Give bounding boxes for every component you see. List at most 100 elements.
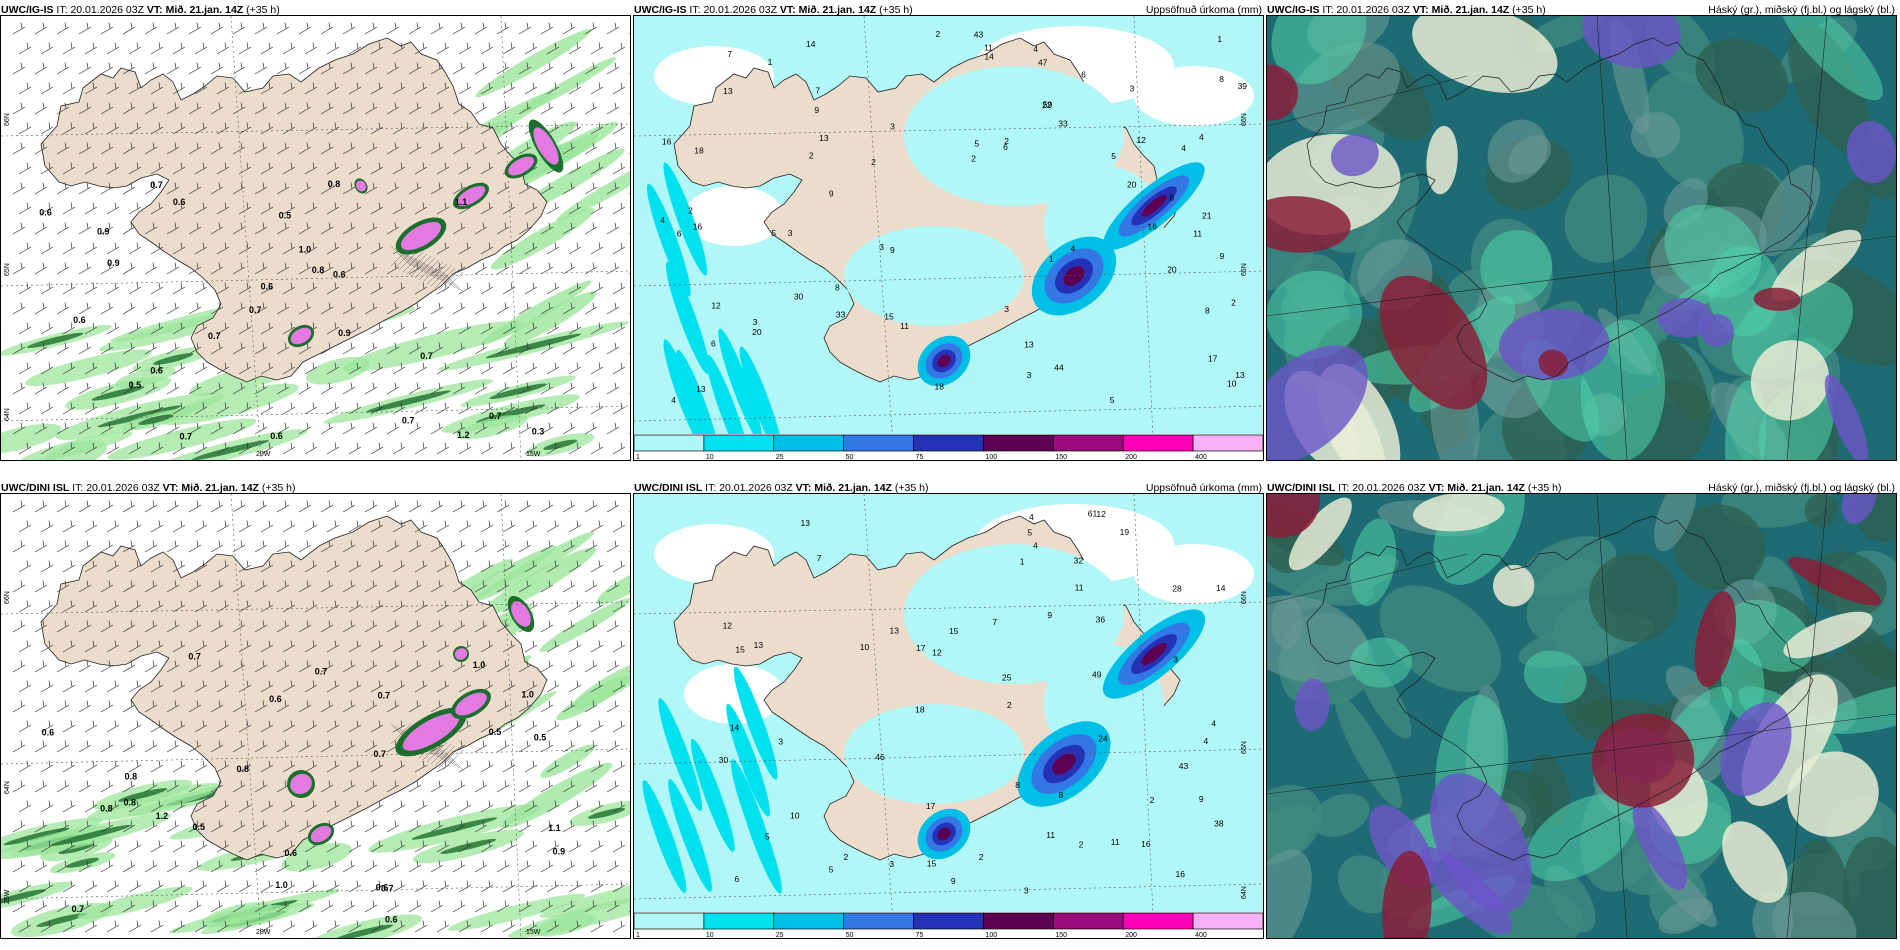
- it-label: IT:: [72, 482, 84, 494]
- wind-value-label: 0.5: [193, 822, 206, 832]
- precip-value-label: 24: [1098, 733, 1108, 743]
- colorbar-cell: [1052, 434, 1124, 452]
- precip-value-label: 6: [735, 874, 740, 884]
- map-dini-wind[interactable]: 0.7 0.5 0.6 0.8 0.8 1.2 0.7 0.7 0.8 0.5 0.9 1.0 0.6 1…: [0, 493, 631, 939]
- lead-time: (+35 h): [879, 4, 913, 16]
- panel-title: UWC/DINI ISL IT: 20.01.2026 03Z VT: Mið.…: [1266, 478, 1897, 500]
- precip-value-label: 25: [1002, 672, 1012, 682]
- precip-value-label: 15: [927, 858, 937, 868]
- wind-value-label: 1.0: [299, 245, 312, 255]
- precip-value-label: 18: [915, 705, 925, 715]
- wind-value-label: 1.1: [455, 197, 468, 207]
- precip-value-label: 1: [768, 57, 773, 67]
- precip-value-label: 2: [979, 852, 984, 862]
- precip-value-label: 3: [1024, 886, 1029, 896]
- precip-value-label: 4: [1181, 143, 1186, 153]
- vt-label: VT:: [162, 482, 179, 494]
- panel-ig-wind: UWC/IG-IS IT: 20.01.2026 03Z VT: Mið. 21…: [0, 0, 631, 461]
- precip-value-label: 8: [1015, 780, 1020, 790]
- wind-value-label: 0.6: [270, 431, 283, 441]
- map-dini-cloud[interactable]: [1266, 493, 1897, 939]
- colorbar-tick-label: 1: [636, 454, 640, 460]
- colorbar-cell: [983, 912, 1054, 930]
- precip-value-label: 5: [829, 865, 834, 875]
- wind-value-label: 0.6: [150, 366, 163, 376]
- precip-value-label: 14: [984, 51, 994, 61]
- panel-title: UWC/IG-IS IT: 20.01.2026 03Z VT: Mið. 21…: [0, 0, 631, 22]
- colorbar-tick-label: 150: [1055, 932, 1067, 938]
- wind-value-label: 0.6: [385, 914, 398, 924]
- colorbar-cell: [843, 912, 914, 930]
- precip-value-label: 20: [1127, 179, 1137, 189]
- colorbar-cell: [1122, 912, 1194, 930]
- precip-value-label: 9: [814, 105, 819, 115]
- precip-value-label: 3: [879, 242, 884, 252]
- axis-label: 64N: [1241, 886, 1248, 899]
- wind-value-label: 0.7: [180, 431, 193, 441]
- model-name: UWC/DINI ISL: [634, 482, 703, 494]
- it-value: 20.01.2026 03Z: [719, 482, 793, 494]
- precip-value-label: 9: [890, 245, 895, 255]
- wind-value-label: 0.8: [328, 179, 341, 189]
- panel-ig-precip: UWC/IG-IS IT: 20.01.2026 03Z VT: Mið. 21…: [633, 0, 1264, 461]
- precip-value-label: 4: [671, 395, 676, 405]
- precip-value-label: 3: [778, 736, 783, 746]
- vt-value: Mið. 21.jan. 14Z: [814, 482, 892, 494]
- graticule: [634, 16, 1263, 460]
- it-value: 20.01.2026 03Z: [703, 4, 777, 16]
- axis-label: 25W: [4, 889, 11, 904]
- colorbar-tick-label: 200: [1125, 932, 1137, 938]
- cloud-layer: [1267, 494, 1882, 938]
- precip-value-label: 9: [951, 876, 956, 886]
- it-value: 20.01.2026 03Z: [1336, 4, 1410, 16]
- axis-label: 65N: [1241, 263, 1248, 276]
- precip-value-label: 6: [1003, 142, 1008, 152]
- it-label: IT:: [689, 4, 701, 16]
- field-title: Háský (gr.), miðský (fj.bl.) og lágský (…: [1708, 4, 1895, 16]
- precip-value-label: 9: [829, 188, 834, 198]
- graticule: [1, 16, 630, 460]
- precip-value-label: 1: [1049, 254, 1054, 264]
- precip-value-label: 7: [992, 617, 997, 627]
- precip-value-label: 8: [1058, 790, 1063, 800]
- precip-value-label: 3: [889, 859, 894, 869]
- map-ig-precip[interactable]: 3 2 1 2 6 5 3 2 9 8 1 2 4 3 5 6 4 3 6 8 5 9 7 4 3 3 1 2 6 5 4 30 39 44 47 5…: [633, 15, 1264, 461]
- panel-title: UWC/DINI ISL IT: 20.01.2026 03Z VT: Mið.…: [0, 478, 631, 500]
- panel-title: UWC/IG-IS IT: 20.01.2026 03Z VT: Mið. 21…: [1266, 0, 1897, 22]
- wind-value-label: 0.7: [374, 749, 387, 759]
- precip-value-label: 13: [819, 133, 829, 143]
- precip-value-label: 17: [926, 801, 936, 811]
- wind-value-label: 0.7: [420, 351, 433, 361]
- vt-value: Mið. 21.jan. 14Z: [1447, 482, 1525, 494]
- precip-value-label: 14: [730, 723, 740, 733]
- precip-value-label: 6: [1081, 70, 1086, 80]
- axis-label: 66N: [1241, 591, 1248, 604]
- precip-value-label: 4: [1033, 541, 1038, 551]
- precip-value-label: 15: [949, 626, 959, 636]
- map-ig-wind[interactable]: 0.5 0.7 0.9 0.6 0.6 0.7 0.6 0.6 0.6 0.6 0.5 0.3 1.1 0…: [0, 15, 631, 461]
- iceland-outline: [1306, 37, 1814, 383]
- precip-value-label: 2: [936, 29, 941, 39]
- precip-value-labels: 2234123569432578911182532464336496130281…: [719, 508, 1226, 895]
- model-name: UWC/DINI ISL: [1267, 482, 1336, 494]
- wind-value-label: 0.6: [173, 197, 186, 207]
- wind-value-label: 1.0: [275, 880, 288, 890]
- map-dini-precip[interactable]: 2 2 3 4 1 2 3 5 6 9 4 3 2 5 7 8 9 11 18 25 32 46 43 36 49 61 30 28 1…: [633, 493, 1264, 939]
- wind-value-label: 0.6: [73, 315, 86, 325]
- map-ig-cloud[interactable]: [1266, 15, 1897, 461]
- colorbar-cell: [913, 434, 984, 452]
- lead-time: (+35 h): [1527, 482, 1562, 494]
- precip-value-label: 13: [723, 86, 733, 96]
- field-title: Uppsöfnuð úrkoma (mm): [1145, 4, 1262, 16]
- precip-heavy: [917, 609, 1206, 860]
- wind-value-label: 0.7: [378, 690, 391, 700]
- axis-label: 15W: [526, 929, 541, 936]
- it-value: 20.01.2026 03Z: [86, 482, 160, 494]
- wind-map-svg: 0.7 0.5 0.6 0.8 0.8 1.2 0.7 0.7 0.8 0.5 0.9 1.0 0.6 1…: [1, 494, 630, 938]
- precip-value-label: 4: [1203, 736, 1208, 746]
- vt-label: VT:: [1412, 4, 1429, 16]
- model-name: UWC/IG-IS: [634, 4, 687, 16]
- cloud-layer: [1267, 64, 1801, 410]
- precip-value-label: 4: [1211, 718, 1216, 728]
- precip-value-label: 39: [1238, 81, 1248, 91]
